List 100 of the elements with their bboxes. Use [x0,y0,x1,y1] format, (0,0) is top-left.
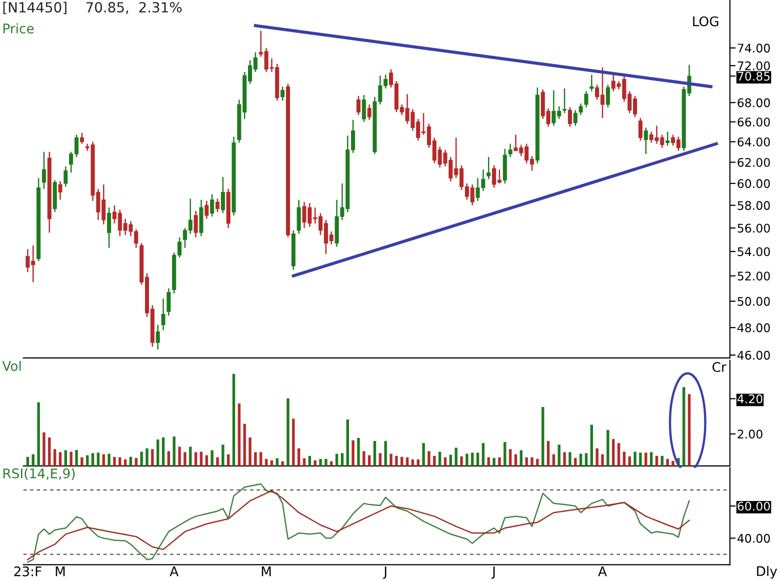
bar [42,432,46,466]
bar [406,457,409,466]
candlestick [644,127,648,155]
bar [151,449,154,466]
x-tick-label: M [262,566,271,576]
bar [216,457,219,466]
candlestick [356,95,360,116]
y-tick-label: 46.00 [737,350,770,360]
bar [574,458,577,466]
y-tick-label: 70.85 [738,72,770,81]
bar [53,449,56,466]
bar [162,437,165,466]
y-tick-label: 52.00 [738,272,770,281]
bar [368,455,371,466]
y-tick-label: 4.20 [737,394,762,404]
bar [335,454,338,466]
bar [80,457,84,466]
candlestick [562,88,567,114]
bar [297,448,300,466]
bar [324,458,328,466]
bar [319,458,322,466]
bar [546,440,550,466]
bar [644,452,648,466]
x-tick-label: 23:F [14,566,42,576]
candlestick [584,90,588,108]
bar [390,454,392,466]
candlestick [210,194,214,218]
bar [433,456,436,466]
bar [286,398,290,466]
bar [536,458,539,466]
y-axis-title: Vol [2,360,21,371]
candlestick [80,132,84,144]
bar [525,457,528,466]
y-tick-label: 60.00 [738,502,770,511]
bar [612,439,615,466]
y-tick-label: 40.00 [737,534,770,543]
bar [622,452,626,466]
x-tick-label: J [491,566,495,579]
bar [655,456,658,466]
bar [140,452,143,466]
bar [596,448,598,466]
candlestick [486,156,491,180]
bar [487,457,490,466]
bar [118,457,122,466]
bar [357,438,360,466]
bar [438,452,442,466]
bar [48,437,51,466]
bar [146,448,148,466]
bar [606,430,610,466]
candlestick [194,210,198,238]
x-tick-label: M [56,566,65,576]
bar [395,456,398,466]
bar [378,453,382,466]
bar [86,455,89,466]
candlestick [590,74,594,92]
bar [416,459,420,466]
y-tick-label: 72.00 [738,61,770,70]
bar [634,452,636,466]
bar [504,442,506,466]
bar [449,454,452,466]
bar [628,456,631,466]
bar [498,457,501,466]
bar [682,387,686,466]
bar [476,452,480,466]
bar [444,457,447,466]
bar [530,457,534,466]
annotation: LOG [693,16,718,26]
bar [471,452,474,466]
bar [243,424,246,466]
y-tick-label: 62.00 [738,158,770,167]
y-tick-label: 66.00 [738,118,770,127]
bar [58,452,62,466]
bar [330,461,333,466]
candlestick [578,102,583,116]
bar [568,452,572,466]
candlestick [568,106,572,128]
candlestick [220,176,225,214]
bar [70,452,72,466]
bar [210,450,214,466]
bar [302,458,306,466]
bar [514,454,518,466]
bar [508,449,512,466]
bar [167,451,170,466]
bar [308,456,312,466]
bar [178,446,181,466]
candlestick [573,110,578,126]
candlestick [296,199,301,234]
bar [346,420,349,466]
bar [428,451,430,466]
bar [558,444,560,466]
y-tick-label: 60.00 [738,179,770,188]
bar [688,394,691,466]
bar [650,452,653,466]
bar [37,402,40,466]
y-tick-label: 50.00 [738,296,770,306]
bar [232,374,236,466]
bar [264,458,268,466]
bar [134,458,138,466]
y-axis-title: RSI(14,E,9) [3,468,75,480]
candlestick [64,166,68,188]
